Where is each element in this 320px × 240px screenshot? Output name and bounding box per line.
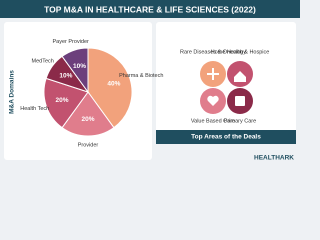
area-label: Primary Care: [224, 118, 256, 124]
value-label: 10%: [73, 63, 86, 70]
infographic: TOP M&A IN HEALTHCARE & LIFE SCIENCES (2…: [0, 0, 300, 162]
category-label: Pharma & Biotech: [119, 73, 163, 79]
area-label: Value Based Care: [191, 118, 235, 124]
side-label: M&A Domains: [9, 70, 16, 114]
brand: HEALTHARK: [254, 155, 294, 162]
category-label: Payer Provider: [52, 39, 89, 45]
category-label: Provider: [78, 142, 99, 148]
areas-caption: Top Areas of the Deals: [191, 134, 261, 141]
header-bar: [0, 0, 300, 18]
area-label: Rare Diseases & Oncology: [180, 49, 246, 55]
value-label: 20%: [81, 116, 94, 123]
category-label: Health Tech: [20, 106, 49, 112]
icon-glyph: [235, 96, 245, 106]
caption-bar: [156, 130, 296, 144]
icon-glyph: [207, 68, 219, 80]
value-label: 10%: [59, 73, 72, 80]
pie-slice: [43, 77, 89, 129]
area-icons: [200, 61, 253, 114]
icon-glyph: [207, 95, 219, 106]
areas-panel: [156, 22, 296, 144]
area-label: Home Health & Hospice: [211, 49, 270, 55]
page: {"chart_data": {"type": "pie", "title": …: [0, 0, 300, 162]
value-label: 20%: [56, 97, 69, 104]
pie-slice: [87, 47, 133, 129]
category-label: MedTech: [32, 58, 54, 64]
value-label: 40%: [107, 80, 120, 87]
pie-slice: [61, 47, 89, 94]
pie-slice: [61, 91, 115, 137]
title: TOP M&A IN HEALTHCARE & LIFE SCIENCES (2…: [44, 4, 256, 14]
icon-glyph: [234, 71, 246, 82]
